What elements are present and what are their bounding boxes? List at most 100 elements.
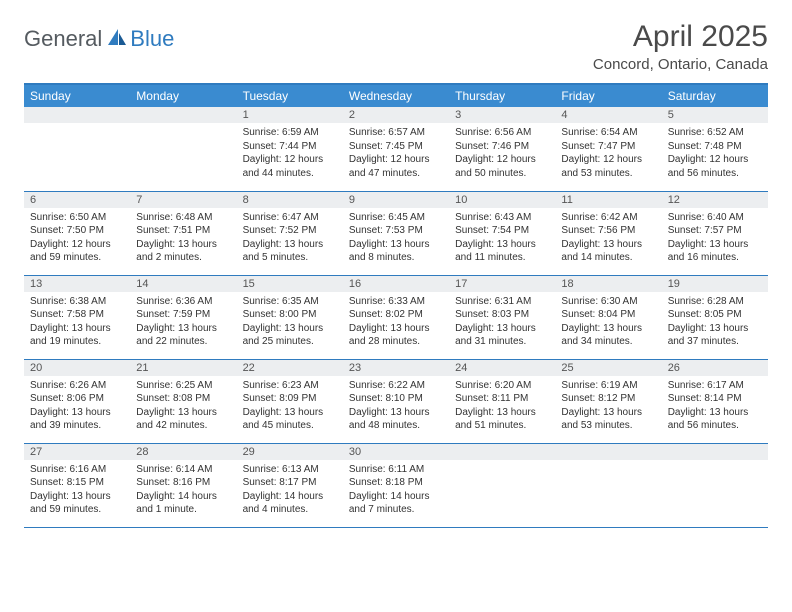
daylight-line: Daylight: 12 hours and 44 minutes. — [243, 153, 337, 180]
day-content: Sunrise: 6:36 AMSunset: 7:59 PMDaylight:… — [130, 292, 236, 353]
day-number: 20 — [24, 360, 130, 376]
sunset-line: Sunset: 7:51 PM — [136, 224, 230, 238]
day-number: 14 — [130, 276, 236, 292]
sunset-line: Sunset: 8:12 PM — [561, 392, 655, 406]
sunrise-line: Sunrise: 6:22 AM — [349, 379, 443, 393]
logo: General Blue — [24, 20, 174, 52]
day-number: 27 — [24, 444, 130, 460]
day-number: 23 — [343, 360, 449, 376]
day-number: 29 — [237, 444, 343, 460]
weekday-header: Thursday — [449, 84, 555, 107]
weekday-header: Friday — [555, 84, 661, 107]
sunrise-line: Sunrise: 6:42 AM — [561, 211, 655, 225]
sunrise-line: Sunrise: 6:52 AM — [668, 126, 762, 140]
calendar-day-cell: 7Sunrise: 6:48 AMSunset: 7:51 PMDaylight… — [130, 191, 236, 275]
sunset-line: Sunset: 7:52 PM — [243, 224, 337, 238]
title-block: April 2025 Concord, Ontario, Canada — [593, 20, 768, 73]
day-content: Sunrise: 6:13 AMSunset: 8:17 PMDaylight:… — [237, 460, 343, 521]
sunset-line: Sunset: 7:58 PM — [30, 308, 124, 322]
day-content: Sunrise: 6:26 AMSunset: 8:06 PMDaylight:… — [24, 376, 130, 437]
sunset-line: Sunset: 7:53 PM — [349, 224, 443, 238]
day-content: Sunrise: 6:30 AMSunset: 8:04 PMDaylight:… — [555, 292, 661, 353]
sunset-line: Sunset: 7:44 PM — [243, 140, 337, 154]
calendar-day-cell: 23Sunrise: 6:22 AMSunset: 8:10 PMDayligh… — [343, 359, 449, 443]
sunset-line: Sunset: 7:57 PM — [668, 224, 762, 238]
day-content: Sunrise: 6:48 AMSunset: 7:51 PMDaylight:… — [130, 208, 236, 269]
day-content: Sunrise: 6:56 AMSunset: 7:46 PMDaylight:… — [449, 123, 555, 184]
sunrise-line: Sunrise: 6:13 AM — [243, 463, 337, 477]
calendar-day-cell: 29Sunrise: 6:13 AMSunset: 8:17 PMDayligh… — [237, 443, 343, 527]
daylight-line: Daylight: 13 hours and 11 minutes. — [455, 238, 549, 265]
sunrise-line: Sunrise: 6:40 AM — [668, 211, 762, 225]
day-number: 26 — [662, 360, 768, 376]
daylight-line: Daylight: 13 hours and 8 minutes. — [349, 238, 443, 265]
sunrise-line: Sunrise: 6:11 AM — [349, 463, 443, 477]
sunset-line: Sunset: 7:59 PM — [136, 308, 230, 322]
day-number: 1 — [237, 107, 343, 123]
day-number: 9 — [343, 192, 449, 208]
day-content: Sunrise: 6:38 AMSunset: 7:58 PMDaylight:… — [24, 292, 130, 353]
daylight-line: Daylight: 13 hours and 45 minutes. — [243, 406, 337, 433]
sunrise-line: Sunrise: 6:25 AM — [136, 379, 230, 393]
daylight-line: Daylight: 13 hours and 51 minutes. — [455, 406, 549, 433]
day-content: Sunrise: 6:25 AMSunset: 8:08 PMDaylight:… — [130, 376, 236, 437]
calendar-day-cell: 20Sunrise: 6:26 AMSunset: 8:06 PMDayligh… — [24, 359, 130, 443]
daylight-line: Daylight: 12 hours and 56 minutes. — [668, 153, 762, 180]
calendar-day-cell: 12Sunrise: 6:40 AMSunset: 7:57 PMDayligh… — [662, 191, 768, 275]
daylight-line: Daylight: 13 hours and 39 minutes. — [30, 406, 124, 433]
calendar-day-cell: 19Sunrise: 6:28 AMSunset: 8:05 PMDayligh… — [662, 275, 768, 359]
day-content: Sunrise: 6:59 AMSunset: 7:44 PMDaylight:… — [237, 123, 343, 184]
sunrise-line: Sunrise: 6:30 AM — [561, 295, 655, 309]
day-content: Sunrise: 6:35 AMSunset: 8:00 PMDaylight:… — [237, 292, 343, 353]
day-content: Sunrise: 6:40 AMSunset: 7:57 PMDaylight:… — [662, 208, 768, 269]
daylight-line: Daylight: 14 hours and 4 minutes. — [243, 490, 337, 517]
day-number: 21 — [130, 360, 236, 376]
header: General Blue April 2025 Concord, Ontario… — [24, 20, 768, 73]
calendar-table: SundayMondayTuesdayWednesdayThursdayFrid… — [24, 83, 768, 528]
calendar-day-cell — [130, 107, 236, 191]
weekday-header: Monday — [130, 84, 236, 107]
calendar-day-cell: 2Sunrise: 6:57 AMSunset: 7:45 PMDaylight… — [343, 107, 449, 191]
sunset-line: Sunset: 8:00 PM — [243, 308, 337, 322]
day-content: Sunrise: 6:14 AMSunset: 8:16 PMDaylight:… — [130, 460, 236, 521]
calendar-day-cell: 16Sunrise: 6:33 AMSunset: 8:02 PMDayligh… — [343, 275, 449, 359]
daylight-line: Daylight: 13 hours and 48 minutes. — [349, 406, 443, 433]
sunset-line: Sunset: 8:15 PM — [30, 476, 124, 490]
sunrise-line: Sunrise: 6:59 AM — [243, 126, 337, 140]
sunrise-line: Sunrise: 6:48 AM — [136, 211, 230, 225]
calendar-day-cell: 14Sunrise: 6:36 AMSunset: 7:59 PMDayligh… — [130, 275, 236, 359]
day-content: Sunrise: 6:19 AMSunset: 8:12 PMDaylight:… — [555, 376, 661, 437]
calendar-day-cell: 30Sunrise: 6:11 AMSunset: 8:18 PMDayligh… — [343, 443, 449, 527]
sunrise-line: Sunrise: 6:43 AM — [455, 211, 549, 225]
day-content: Sunrise: 6:54 AMSunset: 7:47 PMDaylight:… — [555, 123, 661, 184]
sunset-line: Sunset: 8:03 PM — [455, 308, 549, 322]
calendar-day-cell: 3Sunrise: 6:56 AMSunset: 7:46 PMDaylight… — [449, 107, 555, 191]
daylight-line: Daylight: 13 hours and 31 minutes. — [455, 322, 549, 349]
daylight-line: Daylight: 12 hours and 50 minutes. — [455, 153, 549, 180]
calendar-day-cell: 25Sunrise: 6:19 AMSunset: 8:12 PMDayligh… — [555, 359, 661, 443]
sunrise-line: Sunrise: 6:54 AM — [561, 126, 655, 140]
day-number: 17 — [449, 276, 555, 292]
sunrise-line: Sunrise: 6:38 AM — [30, 295, 124, 309]
sunset-line: Sunset: 8:06 PM — [30, 392, 124, 406]
day-number: 4 — [555, 107, 661, 123]
day-number: 3 — [449, 107, 555, 123]
day-number: 16 — [343, 276, 449, 292]
calendar-day-cell: 22Sunrise: 6:23 AMSunset: 8:09 PMDayligh… — [237, 359, 343, 443]
sunset-line: Sunset: 7:56 PM — [561, 224, 655, 238]
day-number — [130, 107, 236, 123]
day-number — [449, 444, 555, 460]
daylight-line: Daylight: 13 hours and 42 minutes. — [136, 406, 230, 433]
day-number: 10 — [449, 192, 555, 208]
calendar-week-row: 6Sunrise: 6:50 AMSunset: 7:50 PMDaylight… — [24, 191, 768, 275]
sunrise-line: Sunrise: 6:17 AM — [668, 379, 762, 393]
sunrise-line: Sunrise: 6:57 AM — [349, 126, 443, 140]
calendar-day-cell: 5Sunrise: 6:52 AMSunset: 7:48 PMDaylight… — [662, 107, 768, 191]
day-number: 6 — [24, 192, 130, 208]
calendar-day-cell: 4Sunrise: 6:54 AMSunset: 7:47 PMDaylight… — [555, 107, 661, 191]
day-content: Sunrise: 6:43 AMSunset: 7:54 PMDaylight:… — [449, 208, 555, 269]
sunrise-line: Sunrise: 6:16 AM — [30, 463, 124, 477]
daylight-line: Daylight: 13 hours and 25 minutes. — [243, 322, 337, 349]
daylight-line: Daylight: 13 hours and 59 minutes. — [30, 490, 124, 517]
daylight-line: Daylight: 13 hours and 5 minutes. — [243, 238, 337, 265]
